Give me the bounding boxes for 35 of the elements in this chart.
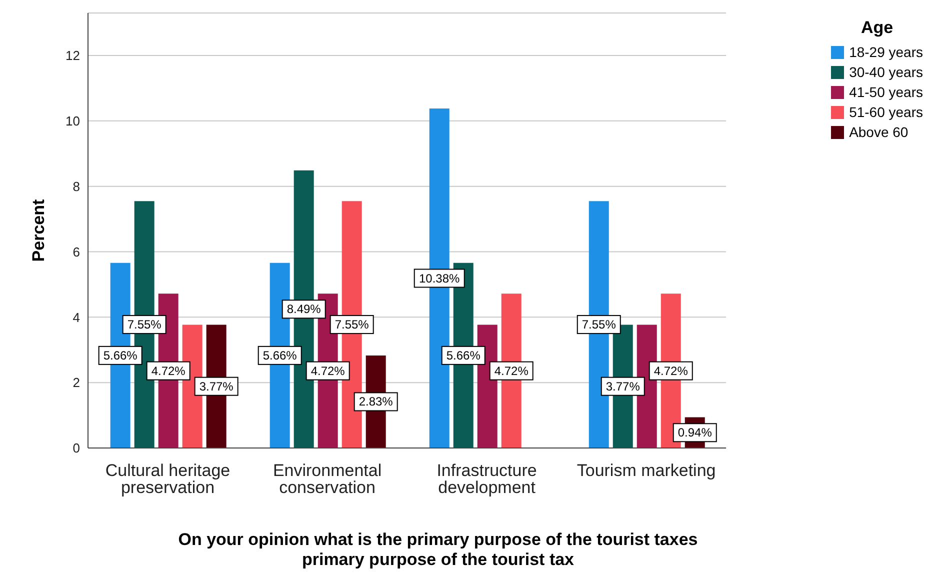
- x-tick-label: Tourism marketing: [576, 461, 716, 480]
- y-tick-label: 0: [72, 440, 80, 456]
- data-label: 7.55%: [334, 318, 370, 332]
- legend-title: Age: [860, 18, 894, 38]
- x-tick-label: Infrastructure development: [436, 461, 537, 498]
- data-label: 8.49%: [286, 302, 322, 316]
- data-label: 0.94%: [678, 426, 712, 440]
- data-label: 2.83%: [358, 394, 394, 409]
- x-tick-label: Cultural heritage preservation: [105, 461, 230, 498]
- legend-label: Above 60: [848, 123, 910, 142]
- y-tick-label: 10: [66, 114, 80, 129]
- legend-label: 41-50 years: [848, 83, 923, 102]
- data-label: 5.66%: [103, 348, 138, 362]
- x-tick-label: Environmental conservation: [272, 461, 382, 498]
- legend-label: 18-29 years: [848, 43, 923, 62]
- data-label: 10.38%: [419, 271, 460, 286]
- legend-label: 30-40 years: [848, 63, 923, 82]
- data-label: 3.77%: [199, 379, 234, 394]
- x-axis-title: On your opinion what is the primary purpose of the tourist taxes primary purpose of the tourist tax: [177, 530, 699, 570]
- data-label: 4.72%: [310, 364, 346, 378]
- data-label: 3.77%: [606, 379, 640, 394]
- data-label: 7.55%: [582, 318, 616, 332]
- data-label: 4.72%: [494, 364, 529, 378]
- y-tick-label: 12: [66, 48, 80, 64]
- data-label: 4.72%: [151, 364, 186, 378]
- y-tick-label: 6: [72, 244, 80, 260]
- data-label: 4.72%: [654, 364, 688, 378]
- y-tick-label: 8: [72, 178, 80, 194]
- y-axis-title: Percent: [29, 198, 48, 262]
- y-tick-label: 2: [72, 375, 80, 390]
- legend-label: 51-60 years: [848, 103, 923, 122]
- data-label: 5.66%: [262, 348, 298, 362]
- data-label: 5.66%: [446, 348, 481, 362]
- data-label: 7.55%: [127, 318, 162, 332]
- y-tick-label: 4: [72, 310, 80, 325]
